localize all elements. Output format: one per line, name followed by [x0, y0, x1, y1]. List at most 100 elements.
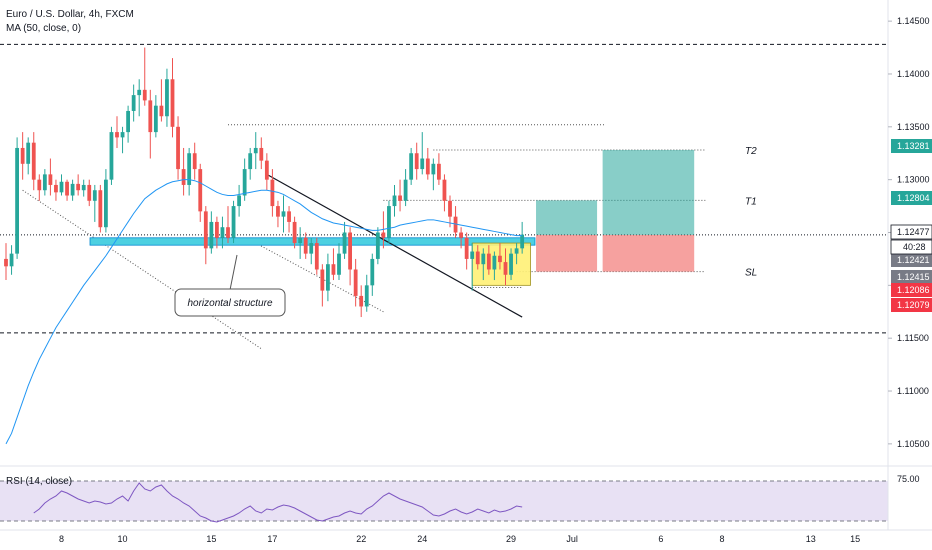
candle-up: [337, 253, 341, 275]
time-tick-label: 24: [417, 534, 427, 544]
target-label-t2: T2: [745, 146, 757, 157]
candle-down: [414, 153, 419, 170]
candle-down: [192, 153, 197, 170]
candle-up: [231, 206, 236, 238]
candle-down: [276, 206, 280, 217]
candle-down: [270, 179, 275, 207]
candle-up: [309, 243, 314, 254]
candle-down: [31, 142, 36, 180]
time-tick-label: 29: [506, 534, 516, 544]
candle-up: [242, 169, 247, 196]
countdown-tag: [890, 239, 932, 255]
price-tag-label: 1.12415: [897, 272, 930, 282]
candle-up: [420, 158, 425, 170]
candle-up: [481, 253, 486, 265]
candle-up: [470, 251, 475, 259]
candle-down: [142, 89, 147, 101]
time-tick-label: 8: [59, 534, 64, 544]
price-tick-label: 1.14500: [897, 16, 930, 26]
candle-up: [364, 285, 369, 307]
candle-down: [498, 255, 502, 263]
candle-up: [15, 147, 19, 254]
descending-trendline: [266, 173, 523, 318]
price-tag-label: 1.12079: [897, 300, 930, 310]
candle-up: [431, 163, 436, 175]
overlay-layer: T2 T1 SL horizontal structure: [5, 146, 757, 445]
rsi-band: [0, 481, 888, 521]
candle-down: [475, 251, 480, 265]
candle-up: [253, 147, 258, 154]
candle-down: [303, 237, 308, 254]
price-tag: [891, 191, 932, 205]
target-label-t1: T1: [745, 196, 757, 207]
price-tag-label: 1.13281: [897, 141, 930, 151]
rsi-legend[interactable]: RSI (14, close): [6, 476, 73, 487]
candle-down: [181, 169, 186, 185]
candle-up: [81, 184, 86, 191]
price-axis: 1.145001.140001.135001.130001.125001.120…: [887, 0, 932, 530]
candle-up: [509, 253, 513, 275]
candle-up: [59, 181, 64, 193]
candle-down: [54, 184, 58, 193]
candle-up: [220, 227, 225, 238]
price-tag: [891, 283, 932, 297]
time-tick-label: 10: [118, 534, 128, 544]
candle-down: [314, 243, 319, 270]
candle-down: [87, 184, 92, 201]
candle-up: [403, 179, 408, 201]
candle-up: [520, 234, 525, 249]
candle-down: [203, 211, 208, 249]
candle-down: [198, 169, 203, 212]
candle-down: [398, 195, 402, 201]
candle-up: [126, 110, 130, 133]
candle-up: [131, 95, 136, 111]
callout-bubble: [174, 288, 286, 317]
candle-down: [320, 269, 325, 291]
candle-down: [348, 232, 352, 270]
candle-down: [425, 158, 430, 175]
price-tag-label: 1.12086: [897, 285, 930, 295]
time-tick-label: 17: [267, 534, 277, 544]
price-tick-label: 1.13000: [897, 175, 930, 185]
time-tick-label: 8: [719, 534, 724, 544]
candle-down: [353, 269, 358, 296]
rsi-tick-label: 75.00: [897, 474, 920, 484]
ma-legend[interactable]: MA (50, close, 0): [6, 23, 82, 34]
candle-down: [459, 232, 463, 238]
price-tag: [891, 298, 932, 312]
drawings-layer: [0, 43, 888, 350]
candle-up: [409, 153, 414, 180]
price-tag: [891, 139, 932, 153]
candle-down: [292, 221, 297, 244]
candle-up: [104, 179, 108, 228]
candle-up: [209, 221, 214, 249]
price-tag: [890, 224, 932, 240]
candle-down: [48, 174, 53, 185]
candle-up: [187, 153, 192, 185]
grid-layer: [0, 465, 932, 531]
time-tick-label: 15: [850, 534, 860, 544]
candle-down: [65, 181, 69, 196]
candle-down: [148, 100, 153, 133]
candle-down: [159, 105, 164, 117]
candle-up: [387, 206, 391, 238]
candle-up: [26, 142, 31, 164]
candle-down: [359, 295, 364, 307]
candle-up: [298, 237, 303, 244]
candle-up: [392, 195, 397, 207]
t2-loss-zone: [602, 234, 695, 272]
candle-down: [20, 147, 25, 164]
symbol-legend[interactable]: Euro / U.S. Dollar, 4h, FXCM: [6, 9, 134, 20]
candle-up: [165, 79, 169, 117]
ma-line: [5, 179, 523, 445]
candle-up: [153, 105, 158, 133]
time-tick-label: 6: [658, 534, 663, 544]
candle-up: [370, 258, 375, 286]
candle-up: [137, 89, 142, 96]
target-label-sl: SL: [745, 268, 757, 279]
callout-pointer: [229, 254, 238, 291]
rsi-pane: 75.00: [0, 474, 920, 523]
time-tick-label: 13: [806, 534, 816, 544]
candle-down: [381, 232, 386, 238]
